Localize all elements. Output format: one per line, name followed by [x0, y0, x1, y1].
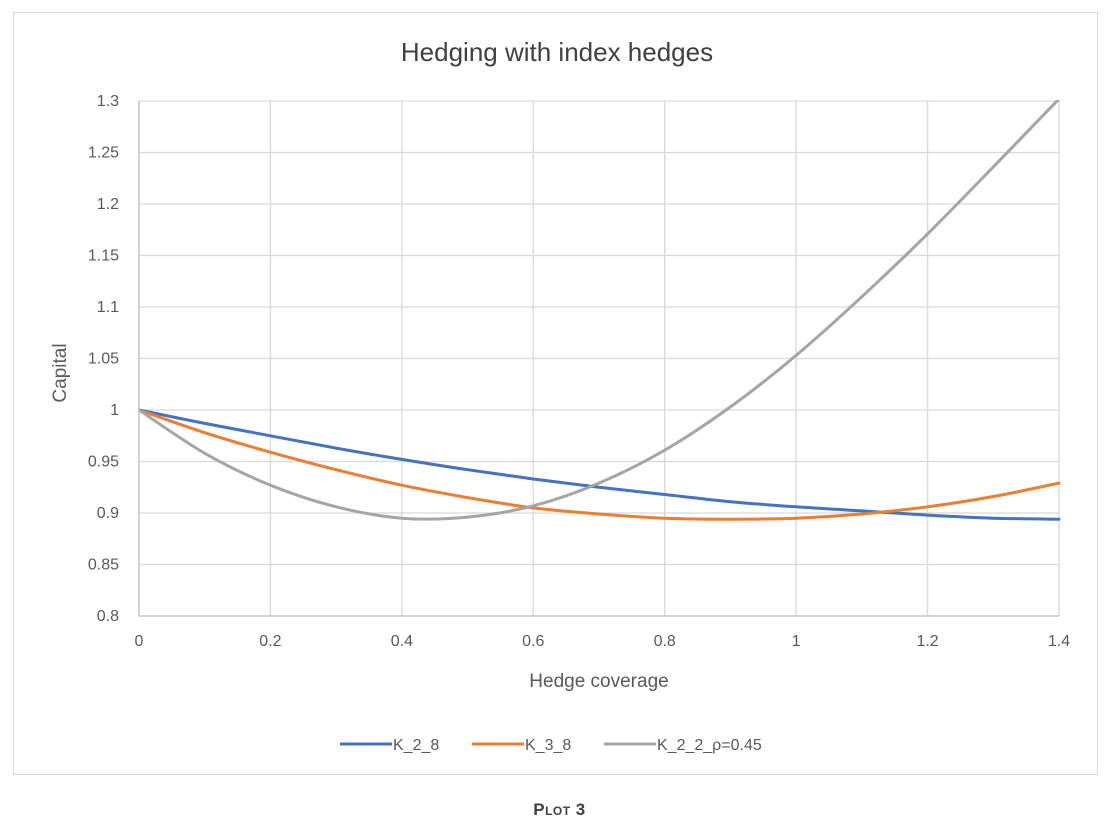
y-tick-label: 1.25	[88, 145, 119, 162]
y-tick-label: 1.05	[88, 351, 119, 368]
y-tick-label: 1.3	[97, 93, 119, 110]
y-tick-label: 1	[110, 402, 119, 419]
x-tick-label: 0.8	[654, 633, 676, 650]
x-tick-label: 0	[135, 633, 144, 650]
y-tick-label: 0.9	[97, 505, 119, 522]
y-tick-label: 0.85	[88, 557, 119, 574]
legend-label-2: K_3_8	[525, 737, 571, 754]
x-tick-label: 0.4	[391, 633, 413, 650]
y-tick-label: 0.8	[97, 608, 119, 625]
x-tick-label: 0.6	[522, 633, 544, 650]
series-line-1	[139, 408, 1061, 521]
x-tick-label: 1.2	[916, 633, 938, 650]
x-tick-label: 0.2	[259, 633, 281, 650]
figure-caption: Plot 3	[533, 800, 586, 819]
y-tick-label: 1.15	[88, 248, 119, 265]
axes: 0.8 0.85 0.9 0.95 1 1.05 1.1 1.15 1.2 1.25 1.3 0 0.2…	[88, 93, 1070, 650]
gridlines	[138, 100, 1060, 617]
series-lines	[139, 100, 1061, 521]
legend-label-1: K_2_8	[393, 737, 439, 754]
series-line-2	[139, 408, 1061, 521]
x-tick-label: 1	[792, 633, 801, 650]
y-tick-label: 1.1	[97, 299, 119, 316]
x-tick-label: 1.4	[1048, 633, 1070, 650]
series-line-3	[139, 100, 1061, 521]
chart-frame: 0.8 0.85 0.9 0.95 1 1.05 1.1 1.15 1.2 1.25 1.3 0 0.2…	[13, 12, 1098, 775]
x-axis-title: Hedge coverage	[529, 671, 668, 692]
legend-label-3: K_2_2_ρ=0.45	[657, 737, 762, 754]
y-axis-title: Capital	[50, 343, 71, 402]
y-tick-label: 0.95	[88, 454, 119, 471]
y-tick-label: 1.2	[97, 196, 119, 213]
legend: K_2_8 K_3_8 K_2_2_ρ=0.45	[340, 737, 762, 754]
line-chart: 0.8 0.85 0.9 0.95 1 1.05 1.1 1.15 1.2 1.25 1.3 0 0.2…	[50, 37, 1070, 754]
chart-title: Hedging with index hedges	[401, 37, 713, 67]
